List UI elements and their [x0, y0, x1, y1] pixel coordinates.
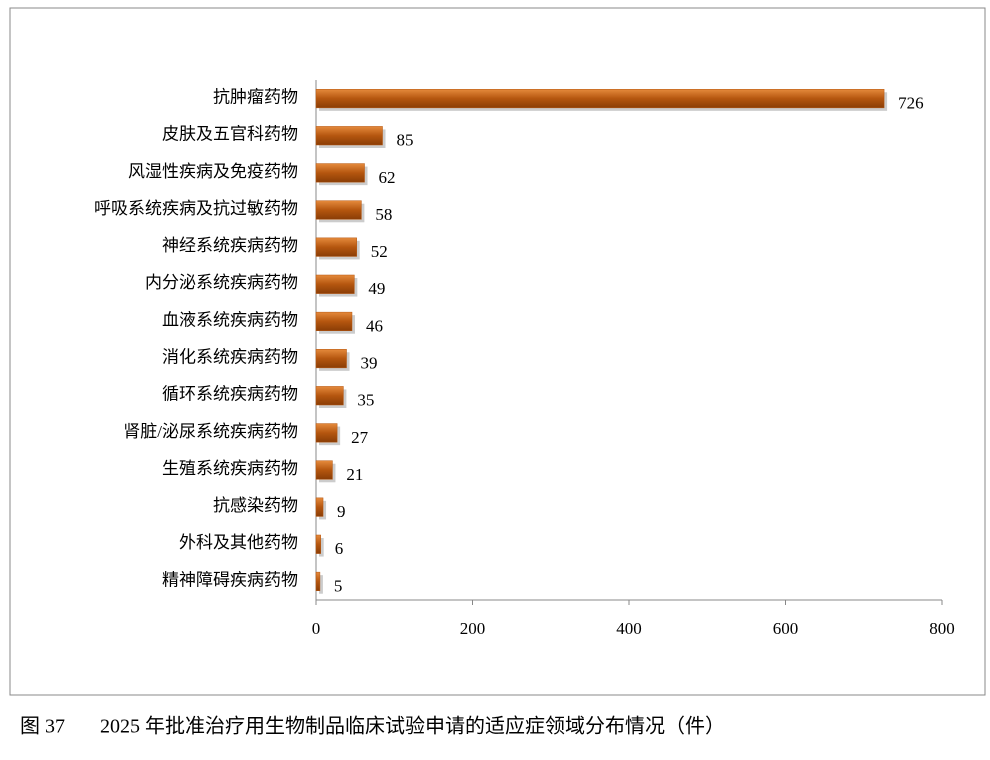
value-label: 58: [375, 205, 392, 224]
x-tick-label: 200: [460, 619, 486, 638]
bar-shadow: [319, 538, 324, 557]
value-label: 85: [397, 131, 414, 150]
y-tick-label: 呼吸系统疾病及抗过敏药物: [94, 199, 298, 218]
bar: [315, 349, 347, 369]
bar-shadow: [319, 575, 323, 594]
bar: [315, 571, 321, 591]
y-tick-label: 肾脏/泌尿系统疾病药物: [123, 422, 298, 441]
value-label: 52: [371, 242, 388, 261]
value-label: 9: [337, 502, 346, 521]
x-tick-label: 400: [616, 619, 642, 638]
bar: [315, 460, 333, 480]
x-tick-label: 800: [929, 619, 955, 638]
bar: [315, 423, 338, 443]
y-tick-label: 抗感染药物: [213, 496, 298, 515]
y-tick-label: 精神障碍疾病药物: [162, 570, 298, 589]
y-tick-label: 外科及其他药物: [179, 533, 298, 552]
x-tick-label: 600: [773, 619, 799, 638]
value-label: 27: [351, 428, 369, 447]
value-label: 39: [361, 353, 378, 372]
bar: [315, 126, 383, 146]
value-label: 62: [379, 168, 396, 187]
y-tick-label: 风湿性疾病及免疫药物: [128, 162, 298, 181]
value-label: 46: [366, 316, 383, 335]
bar: [315, 237, 357, 257]
bar: [315, 534, 321, 554]
y-tick-label: 神经系统疾病药物: [162, 236, 298, 255]
value-label: 49: [368, 279, 385, 298]
value-label: 6: [335, 539, 344, 558]
y-tick-label: 循环系统疾病药物: [162, 385, 298, 404]
value-label: 5: [334, 576, 343, 595]
bar: [315, 200, 362, 220]
bar: [315, 163, 365, 183]
y-tick-label: 内分泌系统疾病药物: [145, 273, 298, 292]
bar: [315, 386, 344, 406]
value-label: 21: [346, 465, 363, 484]
chart-title: 2025 年批准治疗用生物制品临床试验申请的适应症领域分布情况（件）: [100, 715, 725, 738]
y-tick-label: 生殖系统疾病药物: [162, 459, 298, 478]
chart-frame: [9, 7, 986, 696]
y-tick-label: 消化系统疾病药物: [162, 347, 298, 366]
y-tick-label: 血液系统疾病药物: [162, 310, 298, 329]
value-label: 726: [898, 93, 924, 112]
value-label: 35: [357, 391, 374, 410]
bar: [315, 274, 355, 294]
bar: [315, 497, 324, 517]
bar: [315, 89, 885, 109]
y-tick-label: 抗肿瘤药物: [213, 87, 298, 106]
x-tick-label: 0: [312, 619, 321, 638]
caption-label: 图 37: [20, 716, 65, 738]
y-tick-label: 皮肤及五官科药物: [162, 125, 298, 144]
bar: [315, 311, 353, 331]
